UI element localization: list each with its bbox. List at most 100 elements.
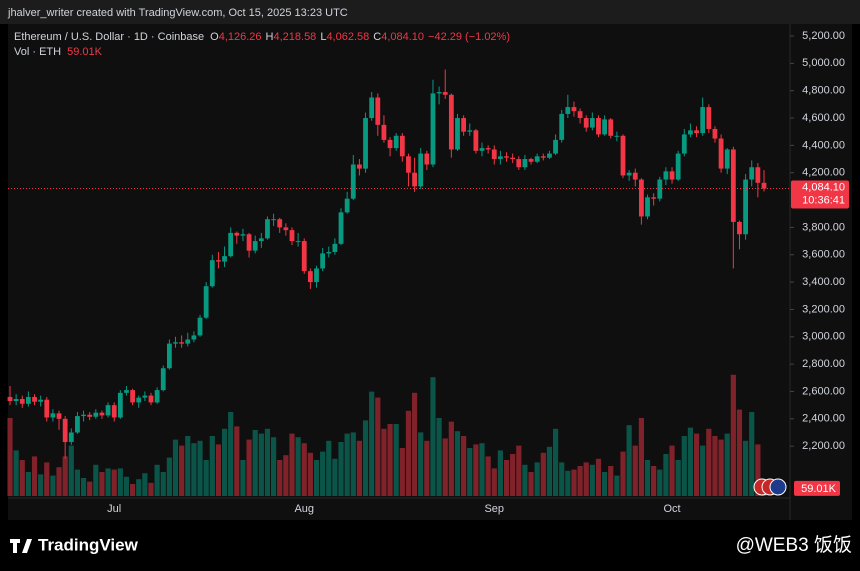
volume-bar bbox=[270, 437, 277, 496]
y-tick-label: 2,200.00 bbox=[802, 440, 845, 452]
volume-bar bbox=[74, 469, 81, 496]
volume-bar bbox=[344, 433, 350, 496]
volume-bar bbox=[583, 462, 589, 496]
symbol: Ethereum / U.S. Dollar · 1D · Coinbase bbox=[14, 31, 204, 43]
candle-body bbox=[222, 256, 227, 262]
candle-body bbox=[265, 219, 270, 239]
candle-body bbox=[19, 398, 25, 404]
legend-key: L bbox=[320, 31, 326, 43]
candle-body bbox=[645, 197, 650, 217]
candle-body bbox=[393, 135, 399, 149]
candle-body bbox=[553, 139, 558, 154]
candle-body bbox=[510, 157, 516, 160]
candle-body bbox=[663, 171, 669, 180]
candle-body bbox=[743, 179, 748, 235]
candle-body bbox=[430, 93, 436, 165]
volume-bar bbox=[215, 444, 222, 496]
volume-bar bbox=[130, 484, 136, 496]
candle-body bbox=[571, 107, 577, 112]
candle-body bbox=[467, 130, 473, 132]
candle-body bbox=[191, 335, 197, 340]
candle-body bbox=[387, 139, 393, 149]
candle-body bbox=[712, 128, 718, 139]
volume-bar bbox=[50, 475, 56, 496]
candle-body bbox=[160, 368, 166, 391]
volume-bar bbox=[657, 469, 663, 496]
volume-bar bbox=[571, 469, 577, 496]
volume-label: 59.01K bbox=[801, 483, 837, 495]
candle-body bbox=[124, 390, 129, 393]
volume-bar bbox=[62, 456, 68, 496]
volume-bar bbox=[693, 433, 700, 496]
volume-bar bbox=[595, 458, 602, 496]
volume-bar bbox=[663, 454, 669, 496]
y-tick-label: 2,800.00 bbox=[802, 358, 845, 370]
volume-bar bbox=[510, 454, 516, 496]
candle-body bbox=[418, 153, 424, 187]
candle-body bbox=[44, 399, 50, 418]
legend-key: Vol · ETH bbox=[14, 46, 61, 58]
volume-bar bbox=[332, 458, 338, 496]
volume-bar bbox=[669, 445, 675, 496]
candle-body bbox=[301, 241, 307, 272]
candle-body bbox=[32, 396, 37, 402]
volume-bar bbox=[38, 474, 44, 496]
top-bar bbox=[0, 0, 860, 24]
candle-body bbox=[62, 418, 68, 443]
brand: TradingView bbox=[38, 535, 139, 554]
volume-bar bbox=[7, 418, 13, 496]
volume-bar bbox=[179, 445, 185, 496]
watermark: @WEB3 饭饭 bbox=[736, 534, 852, 556]
last-price-label: 4,084.10 bbox=[802, 181, 845, 193]
candle-body bbox=[565, 107, 571, 114]
volume-bar bbox=[620, 451, 626, 496]
volume-bar bbox=[264, 428, 271, 496]
volume-bar bbox=[234, 426, 240, 496]
countdown: 10:36:41 bbox=[802, 194, 845, 206]
volume-bar bbox=[497, 450, 503, 496]
candle-body bbox=[179, 342, 185, 344]
y-tick-label: 5,000.00 bbox=[802, 57, 845, 69]
volume-bar bbox=[369, 391, 375, 496]
y-tick-label: 3,400.00 bbox=[802, 276, 845, 288]
candle-body bbox=[283, 227, 289, 231]
y-tick-label: 2,400.00 bbox=[802, 413, 845, 425]
volume-bar bbox=[87, 481, 93, 496]
legend-key: H bbox=[266, 31, 274, 43]
volume-bar bbox=[736, 409, 743, 496]
candle-body bbox=[240, 234, 246, 236]
candle-body bbox=[681, 134, 687, 154]
volume-bar bbox=[448, 421, 454, 496]
candle-body bbox=[289, 230, 295, 242]
volume-bar bbox=[68, 445, 74, 496]
y-tick-label: 4,200.00 bbox=[802, 167, 845, 179]
volume-bar bbox=[111, 469, 117, 496]
candle-body bbox=[455, 118, 460, 150]
candle-body bbox=[148, 395, 154, 403]
volume-label-box bbox=[794, 480, 840, 496]
volume-bar bbox=[522, 464, 528, 496]
volume-bar bbox=[528, 472, 534, 496]
candle-body bbox=[534, 156, 540, 162]
volume-bar bbox=[313, 460, 320, 496]
candle-body bbox=[381, 124, 387, 140]
volume-bar bbox=[675, 460, 681, 496]
volume-bar bbox=[25, 472, 31, 496]
candle-body bbox=[436, 92, 442, 94]
flag-icons bbox=[753, 478, 787, 496]
candle-body bbox=[694, 130, 699, 134]
volume-bar bbox=[479, 443, 485, 496]
volume-bar bbox=[166, 457, 172, 496]
volume-bar bbox=[516, 445, 522, 496]
volume-bar bbox=[44, 462, 50, 496]
y-tick-label: 3,000.00 bbox=[802, 331, 845, 343]
credit: jhalver_writer created with TradingView.… bbox=[7, 7, 348, 19]
volume-bar bbox=[326, 440, 332, 496]
candle-body bbox=[130, 390, 135, 403]
volume-bar bbox=[546, 446, 553, 496]
candle-body bbox=[173, 342, 178, 344]
candle-body bbox=[522, 159, 528, 168]
legend-change: −42.29 (−1.02%) bbox=[428, 31, 510, 43]
candle-body bbox=[344, 198, 350, 213]
candle-body bbox=[412, 172, 417, 187]
